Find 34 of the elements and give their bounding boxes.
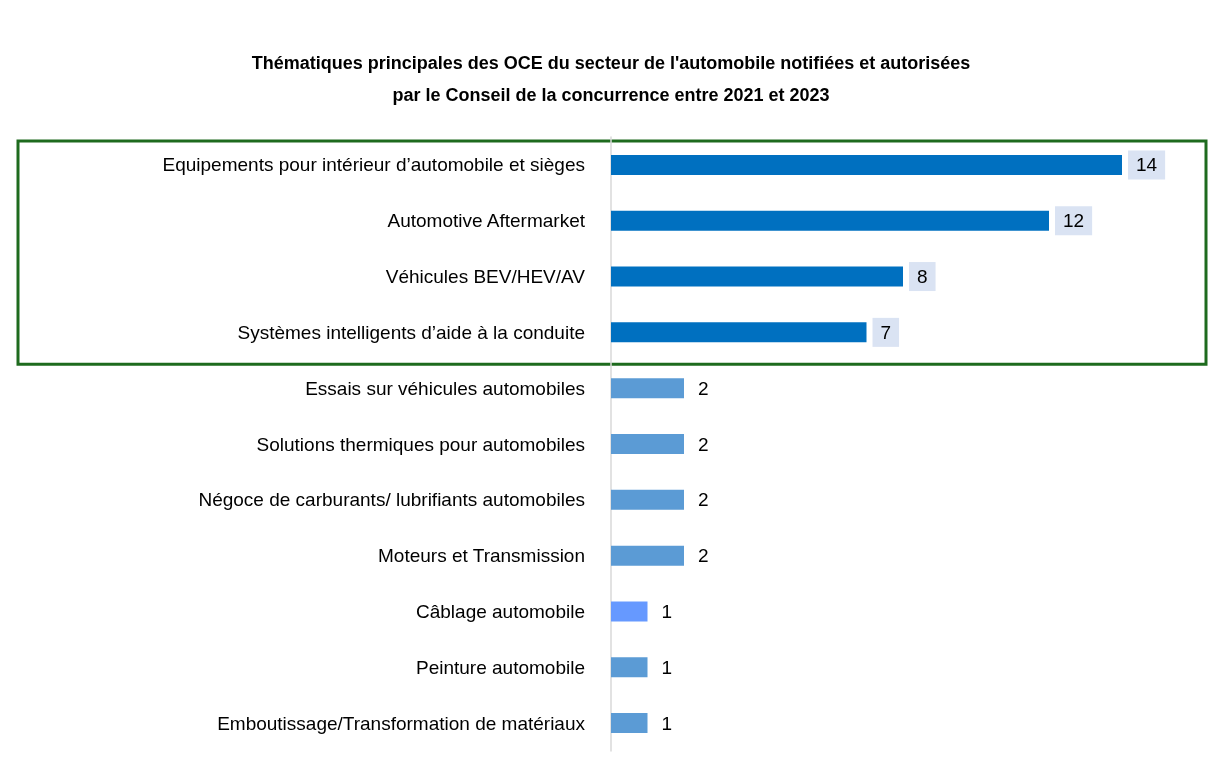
y-tick-label: Equipements pour intérieur d’automobile et sièges [162,154,585,176]
data-label: 8 [917,266,928,288]
data-label: 2 [698,433,709,455]
bar [611,434,684,454]
y-tick-label: Emboutissage/Transformation de matériaux [217,712,586,734]
bar [611,154,1122,175]
y-tick-label: Essais sur véhicules automobiles [305,377,585,399]
data-label: 2 [698,489,709,511]
data-label: 1 [661,600,673,622]
bar [611,378,684,399]
y-tick-label: Câblage automobile [415,600,585,622]
data-label: 2 [698,545,709,567]
bar [611,266,903,287]
data-label: 14 [1136,154,1158,176]
y-tick-label: Véhicules BEV/HEV/AV [385,266,586,288]
data-label: 2 [698,377,709,399]
y-tick-label: Automotive Aftermarket [387,210,586,232]
bar [611,601,648,622]
y-tick-label: Négoce de carburants/ lubrifiants automobiles [198,489,585,511]
y-tick-label: Moteurs et Transmission [378,545,585,567]
data-label: 12 [1063,210,1085,232]
chart-title: Thématiques principales des OCE du secteur de l'automobile notifiées et autorisées par le Conseil de la concurrence entre 2021 et 2023 [251,53,971,105]
data-label: 7 [880,321,892,343]
bar [611,713,648,734]
y-tick-label: Peinture automobile [416,656,585,678]
bar [611,489,684,510]
y-tick-label: Systèmes intelligents d’aide à la conduite [237,321,585,343]
bar [611,210,1049,231]
y-tick-label: Solutions thermiques pour automobiles [256,433,585,455]
bar [611,322,867,343]
bar [611,657,648,678]
data-label: 1 [661,656,673,678]
data-label: 1 [661,712,673,734]
bar [611,545,684,566]
